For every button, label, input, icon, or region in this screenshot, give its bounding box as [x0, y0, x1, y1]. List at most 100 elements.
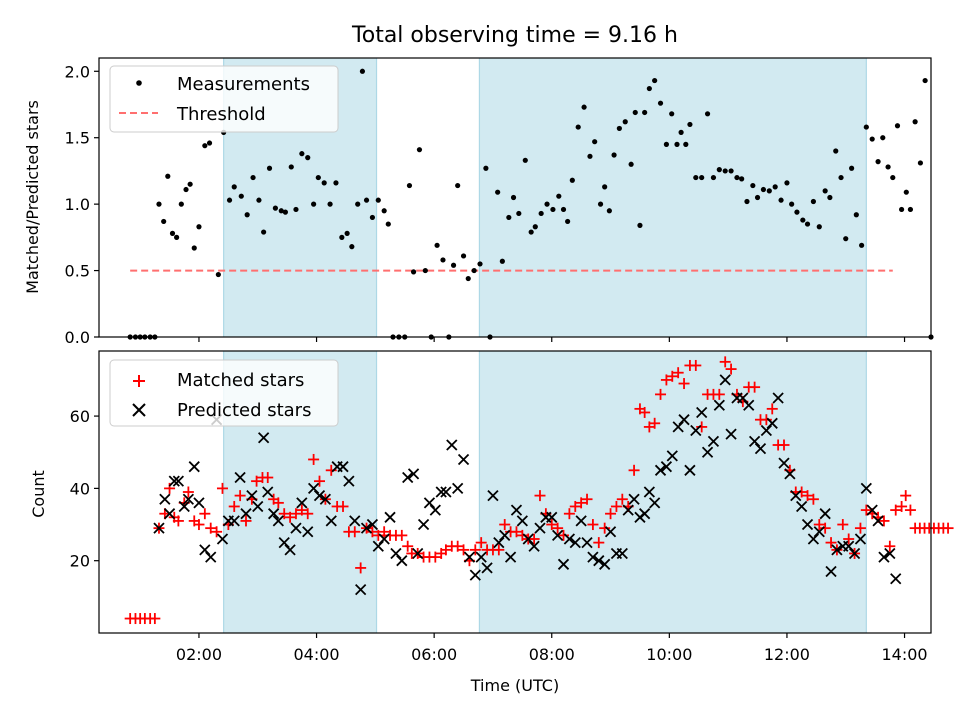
matched-star-point	[372, 529, 384, 541]
predicted-star-point	[168, 475, 180, 487]
ratio-legend-box	[109, 65, 339, 133]
predicted-star-point	[660, 461, 673, 473]
predicted-star-point	[581, 536, 593, 549]
matched-star-point	[355, 562, 367, 574]
measurement-point	[516, 210, 522, 217]
predicted-star-point	[493, 536, 505, 549]
matched-star-point	[278, 508, 290, 520]
predicted-star-point	[510, 504, 523, 516]
predicted-star-point	[240, 508, 252, 520]
predicted-star-point	[153, 522, 165, 534]
predicted-star-point	[649, 497, 661, 509]
predicted-star-point	[366, 518, 379, 531]
predicted-star-point	[807, 533, 820, 545]
y-tick-label: 0.5	[65, 262, 90, 281]
predicted-star-point	[719, 374, 731, 386]
measurement-point	[161, 218, 167, 225]
predicted-star-point	[481, 562, 493, 574]
predicted-star-point	[819, 508, 831, 520]
matched-star-point	[558, 529, 570, 541]
predicted-star-point	[267, 508, 280, 520]
predicted-star-point	[234, 471, 246, 484]
predicted-star-point	[216, 533, 229, 545]
predicted-star-point	[551, 529, 564, 542]
measurement-point	[550, 206, 556, 213]
legend-matched-marker	[133, 375, 145, 387]
predicted-star-point	[384, 511, 396, 523]
measurement-point	[369, 214, 376, 221]
predicted-star-point	[766, 417, 778, 429]
predicted-star-point	[801, 518, 814, 531]
predicted-star-point	[713, 399, 725, 411]
matched-star-point	[569, 500, 581, 512]
measurement-point	[827, 194, 833, 201]
measurement-point	[616, 125, 622, 132]
measurement-point	[699, 174, 705, 181]
predicted-star-point	[884, 547, 896, 560]
predicted-star-point	[784, 468, 796, 480]
measurement-point	[477, 261, 483, 267]
count-legend: Matched stars Predicted stars	[109, 359, 339, 427]
predicted-star-point	[284, 544, 296, 556]
y-tick-label: 20	[70, 552, 90, 571]
y-tick-label: 0.0	[65, 328, 90, 347]
measurement-point	[299, 151, 305, 157]
predicted-star-point	[246, 489, 258, 502]
measurement-point	[440, 257, 446, 263]
matched-star-point	[172, 515, 184, 527]
measurement-point	[293, 206, 299, 213]
matched-star-point	[366, 526, 378, 538]
legend-predicted-label: Predicted stars	[177, 400, 311, 421]
measurement-point	[587, 153, 593, 159]
predicted-star-point	[831, 544, 843, 556]
legend-threshold-label: Threshold	[176, 104, 266, 125]
predicted-star-point	[760, 424, 773, 437]
measurement-point	[381, 208, 387, 214]
matched-star-point	[610, 500, 622, 512]
predicted-star-point	[205, 551, 217, 563]
matched-star-point	[528, 533, 540, 545]
measurement-point	[556, 193, 562, 199]
matched-star-point	[942, 522, 954, 534]
measurement-point	[657, 100, 664, 106]
measurement-point	[810, 198, 817, 205]
matched-star-point	[302, 508, 314, 520]
measurement-point	[191, 245, 197, 251]
predicted-star-point	[813, 526, 825, 538]
predicted-star-point	[696, 406, 708, 419]
x-tick-label: 02:00	[176, 645, 222, 664]
measurement-point	[869, 136, 875, 142]
measurement-point	[838, 174, 844, 181]
predicted-star-point	[423, 497, 436, 509]
predicted-star-point	[178, 500, 190, 513]
predicted-star-point	[313, 489, 326, 502]
count-y-axis-label: Count	[29, 470, 48, 518]
predicted-star-points	[153, 374, 902, 596]
matched-star-point	[581, 493, 593, 505]
matched-star-point	[396, 529, 408, 541]
matched-star-point	[854, 522, 866, 534]
measurement-point	[912, 119, 918, 125]
measurement-point	[231, 184, 237, 190]
measurement-point	[333, 180, 339, 186]
predicted-star-point	[860, 482, 872, 495]
measurement-point	[174, 234, 180, 240]
x-tick-label: 04:00	[294, 645, 340, 664]
matched-star-point	[900, 490, 912, 502]
predicted-star-point	[499, 529, 511, 542]
predicted-star-point	[435, 486, 447, 498]
measurement-point	[261, 229, 267, 235]
measurement-point	[885, 164, 891, 170]
measurement-point	[422, 267, 428, 274]
predicted-star-point	[182, 493, 195, 505]
predicted-star-point	[854, 533, 867, 545]
predicted-star-point	[296, 497, 308, 509]
predicted-star-point	[690, 424, 702, 437]
predicted-star-point	[593, 555, 605, 567]
count-axes-frame	[98, 350, 932, 634]
measurement-point	[339, 234, 345, 240]
measurement-point	[760, 186, 767, 193]
matched-star-point	[813, 519, 825, 531]
measurement-point	[575, 124, 581, 130]
measurement-point	[355, 201, 361, 207]
